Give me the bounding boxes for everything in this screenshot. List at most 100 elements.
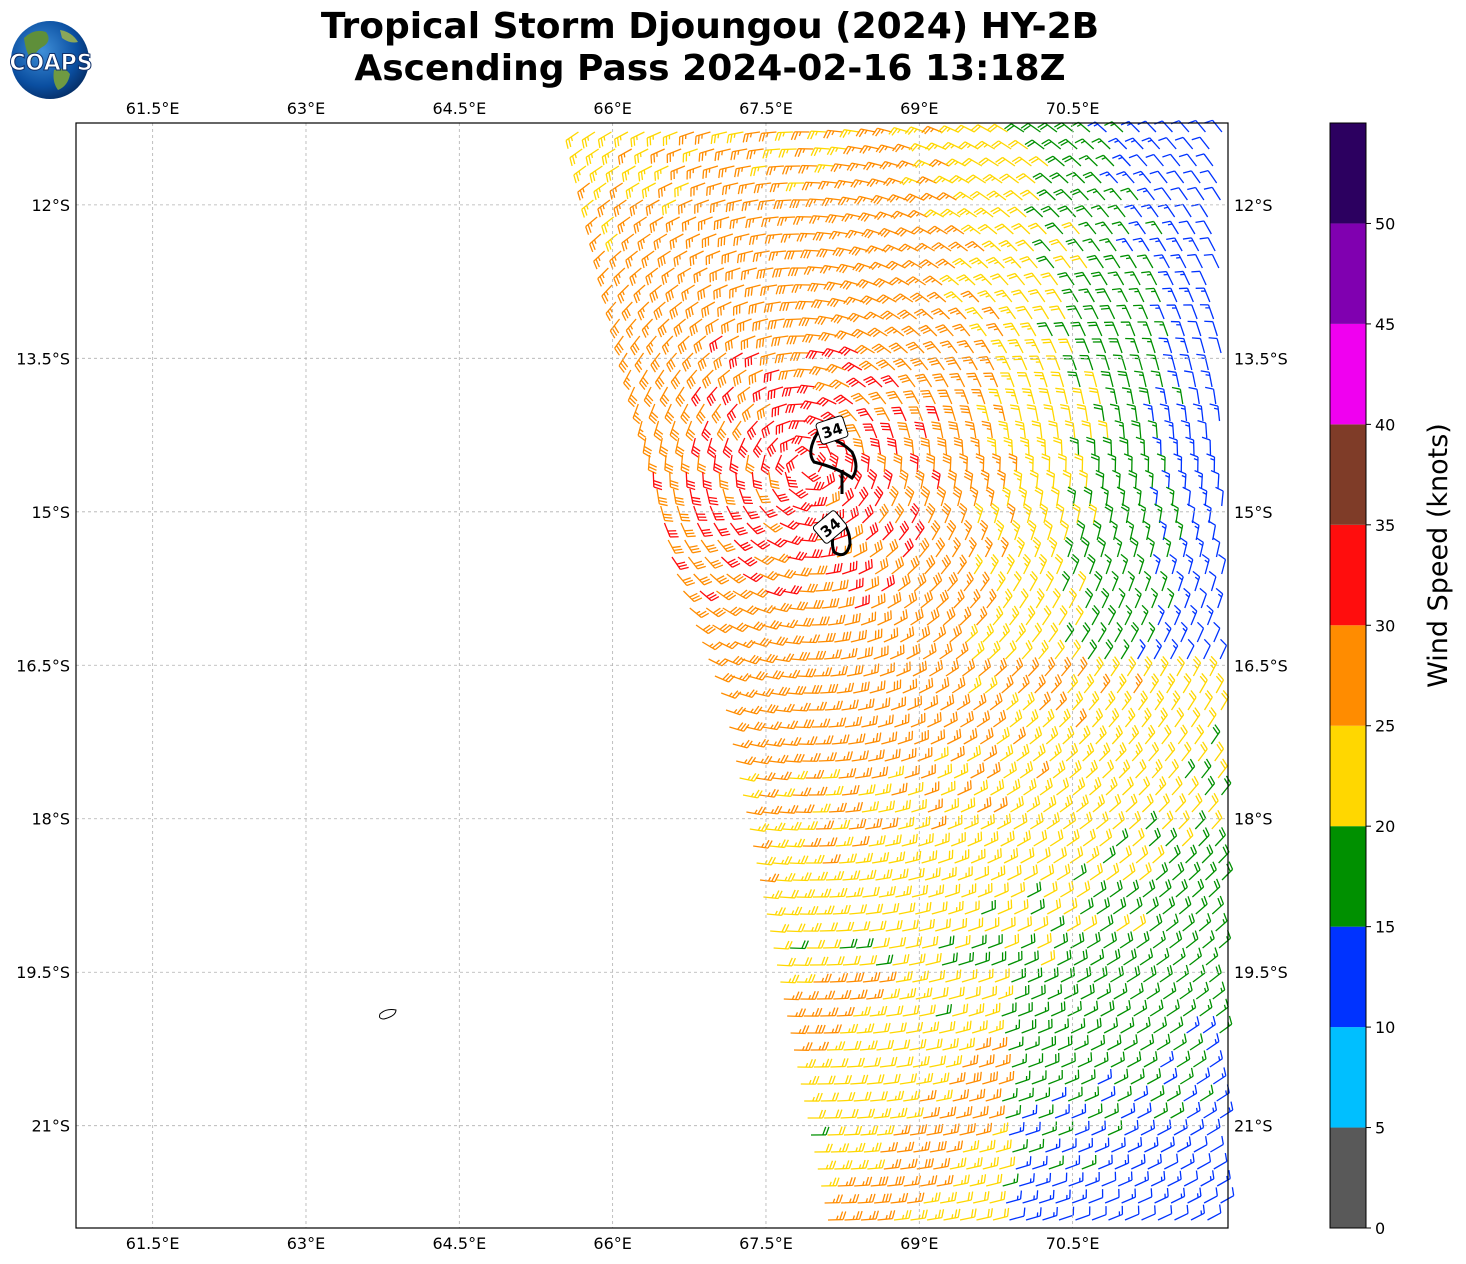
wind-barb: [1069, 255, 1088, 269]
wind-barb: [1112, 811, 1125, 830]
wind-barb: [916, 625, 931, 643]
wind-barb: [1191, 878, 1205, 898]
wind-barb: [898, 520, 910, 541]
wind-barb: [857, 698, 875, 711]
wind-barb: [752, 755, 773, 765]
wind-barb: [1110, 965, 1124, 983]
wind-barb: [686, 369, 698, 390]
wind-barb: [1122, 862, 1136, 881]
wind-barb: [1196, 621, 1205, 643]
wind-barb: [1198, 486, 1208, 507]
wind-barb: [1098, 1154, 1113, 1170]
wind-barb: [737, 386, 751, 405]
wind-barb: [1071, 1103, 1087, 1119]
wind-barb: [930, 307, 951, 320]
wind-barb: [839, 129, 860, 138]
wind-barb: [729, 284, 745, 299]
wind-barb: [1105, 387, 1118, 405]
wind-barb: [1103, 931, 1118, 949]
wind-barb: [865, 903, 884, 915]
wind-barb: [625, 250, 639, 269]
wind-barb: [850, 1074, 869, 1085]
wind-barb: [1009, 605, 1020, 626]
wind-barb: [1147, 621, 1156, 643]
contour-label-box: 34: [815, 415, 849, 445]
wind-barb: [1011, 289, 1029, 303]
wind-barb: [965, 1071, 982, 1085]
wind-barb: [1074, 271, 1092, 286]
wind-barb: [795, 719, 815, 729]
wind-barb: [1006, 778, 1021, 796]
wind-barb: [769, 839, 789, 849]
wind-barb: [841, 784, 860, 796]
island-outline: [379, 1009, 397, 1020]
wind-barb: [911, 799, 927, 813]
wind-barb: [925, 405, 940, 422]
wind-barb: [841, 560, 858, 575]
wind-barb: [1048, 536, 1058, 558]
wind-barb: [867, 327, 888, 338]
wind-barb: [805, 198, 825, 208]
wind-barb: [1062, 725, 1075, 745]
wind-barb: [1092, 794, 1106, 813]
wind-barb: [886, 437, 898, 456]
wind-barb: [806, 854, 825, 864]
wind-barb: [1011, 1053, 1028, 1068]
wind-barb: [1038, 387, 1052, 405]
wind-barb: [888, 851, 906, 864]
wind-barb: [981, 306, 1000, 320]
wind-barb: [597, 199, 611, 218]
wind-barb: [751, 637, 772, 648]
wind-barb: [1027, 967, 1043, 983]
wind-barb: [852, 835, 870, 847]
wind-barb: [1160, 1050, 1174, 1068]
wind-barb: [977, 290, 996, 303]
wind-barb: [882, 988, 901, 1000]
wind-barb: [800, 990, 820, 1000]
wind-barb: [1083, 486, 1093, 507]
wind-barb: [1207, 792, 1219, 813]
wind-barb: [1007, 950, 1023, 966]
wind-barb: [1176, 403, 1188, 422]
wind-barb: [950, 745, 965, 762]
wind-barb: [891, 556, 905, 575]
wind-barb: [849, 523, 864, 541]
wind-barb: [785, 753, 805, 763]
wind-barb: [790, 940, 809, 950]
wind-barb: [1099, 828, 1113, 847]
wind-barb: [951, 537, 961, 558]
wind-barb: [846, 312, 868, 323]
wind-barb: [1034, 486, 1044, 507]
wind-barb: [949, 1157, 967, 1170]
wind-barb: [907, 555, 920, 575]
wind-barb: [914, 816, 931, 830]
wind-barb: [1074, 1120, 1090, 1136]
wind-barb: [848, 577, 864, 592]
wind-barb: [667, 539, 684, 554]
wind-barb: [959, 606, 972, 626]
wind-barb: [1104, 503, 1114, 524]
wind-barb: [924, 781, 940, 796]
wind-barb: [745, 721, 766, 732]
wind-barb: [721, 182, 739, 196]
wind-barb: [773, 199, 792, 210]
colorbar-bin: [1330, 1027, 1366, 1128]
wind-barb: [1019, 256, 1038, 269]
wind-barb: [1199, 304, 1215, 320]
wind-barb: [834, 631, 852, 643]
wind-barb: [896, 1141, 915, 1153]
wind-barb: [1061, 1138, 1077, 1153]
wind-barb: [880, 375, 900, 388]
wind-barb: [817, 1075, 836, 1085]
wind-barb: [842, 870, 861, 881]
wind-barb: [855, 767, 873, 779]
wind-barb: [920, 590, 934, 609]
wind-barb: [1003, 847, 1019, 864]
wind-barb: [1174, 1204, 1189, 1221]
wind-barb: [915, 373, 933, 388]
wind-barb: [782, 821, 802, 831]
wind-barb: [1027, 657, 1040, 677]
wind-barb: [1170, 503, 1179, 524]
wind-barb: [738, 605, 760, 616]
wind-barb: [731, 673, 752, 682]
